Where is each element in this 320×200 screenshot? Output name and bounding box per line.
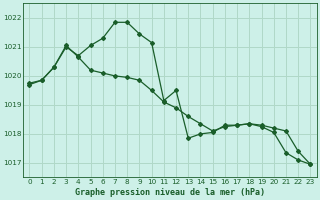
X-axis label: Graphe pression niveau de la mer (hPa): Graphe pression niveau de la mer (hPa) — [75, 188, 265, 197]
